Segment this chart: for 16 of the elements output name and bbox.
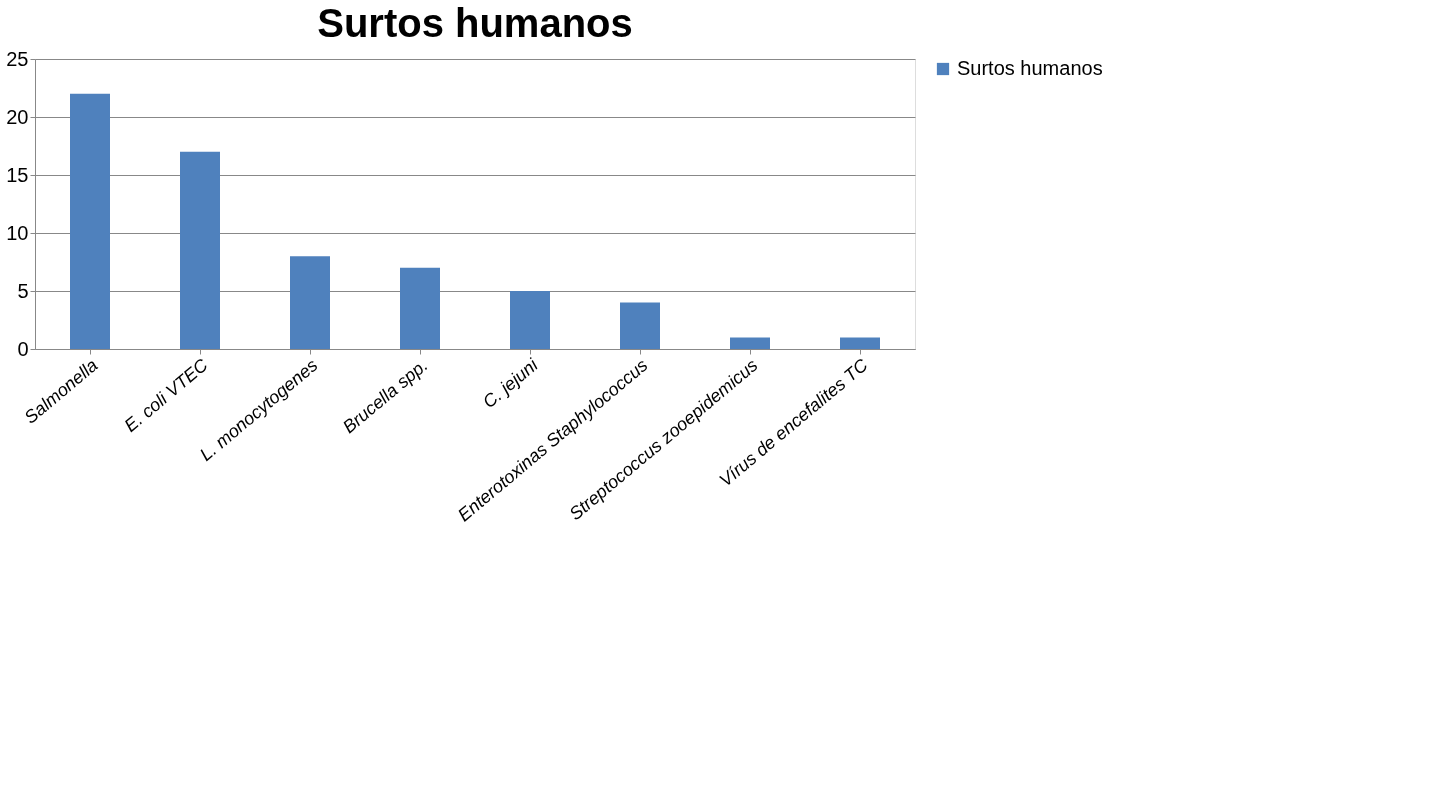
bar (730, 337, 770, 349)
y-tick-label: 0 (17, 337, 29, 360)
y-tick-label: 20 (6, 105, 29, 128)
bar (70, 93, 110, 349)
bar (510, 291, 550, 349)
y-tick-label: 15 (6, 163, 29, 186)
chart-title: Surtos humanos (317, 1, 633, 45)
y-tick-label: 25 (6, 47, 29, 70)
bar (400, 267, 440, 349)
legend-label: Surtos humanos (957, 57, 1103, 79)
y-tick-label: 5 (17, 279, 29, 302)
bar (840, 337, 880, 349)
bar (290, 256, 330, 349)
y-tick-label: 10 (6, 221, 29, 244)
bar (620, 302, 660, 349)
bar (180, 151, 220, 349)
